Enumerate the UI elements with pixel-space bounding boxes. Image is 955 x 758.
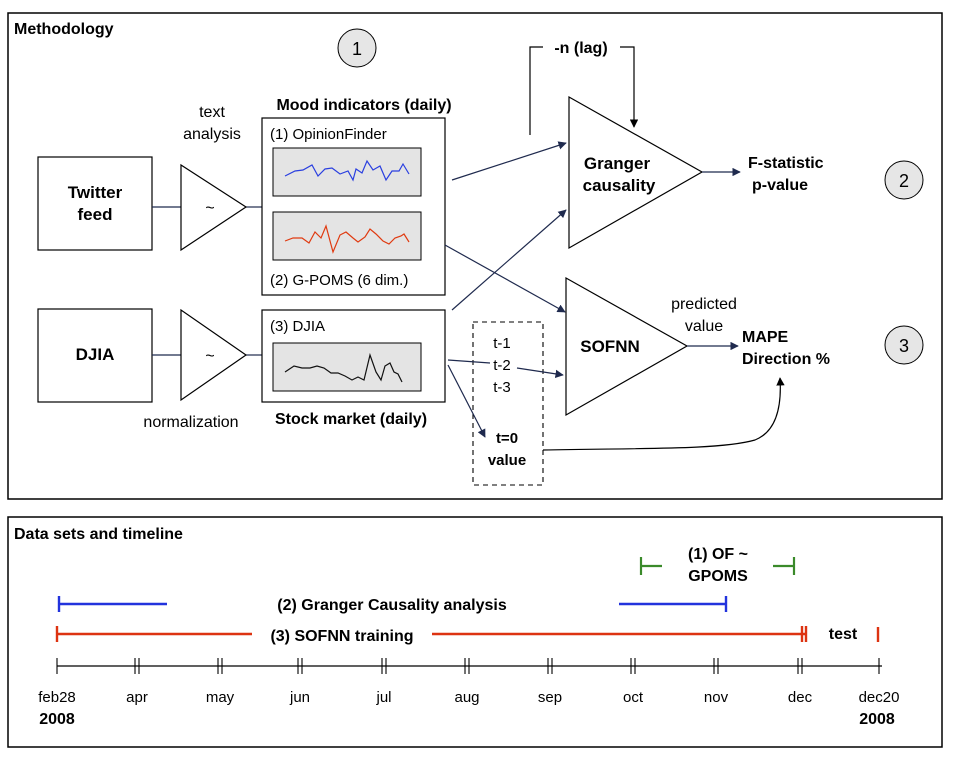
methodology-title: Methodology	[14, 21, 114, 38]
predicted-value-label: value	[685, 318, 723, 335]
normalization-label: normalization	[143, 414, 238, 431]
sofnn-block: SOFNN	[565, 276, 689, 417]
svg-text:2: 2	[899, 171, 909, 191]
lag-t2: t-2	[493, 357, 511, 374]
p-value-label: p-value	[752, 177, 808, 194]
svg-text:1: 1	[352, 39, 362, 59]
mood-to-sofnn-arrow	[444, 244, 566, 313]
mape-label: MAPE	[742, 329, 789, 346]
svg-text:3: 3	[899, 336, 909, 356]
tick-label-feb28: feb28	[38, 689, 76, 706]
stock-market-title: Stock market (daily)	[275, 411, 427, 428]
svg-text:Twitter: Twitter	[68, 183, 123, 202]
djia-series-box: (3) DJIA	[261, 309, 446, 403]
timeline-title: Data sets and timeline	[14, 526, 183, 543]
step-3-marker: 3	[884, 325, 924, 365]
djia-sparkline	[272, 342, 422, 392]
test-label: test	[829, 626, 858, 643]
svg-text:SOFNN: SOFNN	[580, 337, 640, 356]
gpoms-series	[284, 224, 410, 254]
gpoms-sparkline	[272, 211, 422, 261]
svg-text:causality: causality	[583, 176, 656, 195]
timeline-panel: Data sets and timeline (1) OF ~ GPOMS (2…	[7, 516, 943, 748]
f-statistic-label: F-statistic	[748, 155, 824, 172]
opinionfinder-series	[284, 159, 410, 182]
tick-label-sep: sep	[538, 689, 562, 706]
timeline-ticks	[56, 658, 880, 674]
lag-inputs-box: t-1 t-2 t-3 t=0 value	[472, 321, 544, 486]
methodology-panel: Methodology 1 2 3 Twitter feed DJIA	[7, 12, 943, 500]
step-2-marker: 2	[884, 160, 924, 200]
djia-series-label: (3) DJIA	[270, 318, 325, 335]
text-analysis-label-2: analysis	[183, 126, 241, 143]
mood-indicators-box: (1) OpinionFinder (2) G-POMS (6 dim.)	[261, 117, 446, 296]
tick-label-jun: jun	[289, 689, 310, 706]
lag-arrow	[620, 46, 639, 128]
text-analysis-amplifier: ~	[180, 163, 248, 252]
timeline-frame	[7, 516, 943, 748]
lag-t1: t-1	[493, 335, 511, 352]
mood-to-granger-arrow	[451, 141, 567, 181]
granger-range	[57, 596, 728, 612]
gpoms-label: (2) G-POMS (6 dim.)	[270, 272, 408, 289]
opinionfinder-label: (1) OpinionFinder	[270, 126, 387, 143]
start-year-label: 2008	[39, 711, 75, 728]
sofnn-range-label: (3) SOFNN training	[270, 628, 413, 645]
of-gpoms-range	[639, 557, 796, 575]
step-1-marker: 1	[337, 28, 377, 68]
normalization-amplifier: ~	[180, 308, 248, 402]
tick-label-jul: jul	[375, 689, 391, 706]
direction-label: Direction %	[742, 351, 830, 368]
text-analysis-label: text	[199, 104, 225, 121]
t0-label: t=0	[496, 430, 518, 447]
mood-indicators-title: Mood indicators (daily)	[276, 97, 451, 114]
lags-to-sofnn-arrow	[516, 367, 564, 379]
svg-text:DJIA: DJIA	[76, 345, 115, 364]
twitter-feed-box: Twitter feed	[37, 156, 153, 251]
lag-label: -n (lag)	[554, 40, 607, 57]
djia-series-line	[284, 352, 403, 383]
timeline-tick-labels: feb28 apr may jun jul aug sep oct nov de…	[38, 689, 899, 706]
end-year-label: 2008	[859, 711, 895, 728]
granger-causality-block: Granger causality	[568, 95, 704, 250]
tick-label-may: may	[206, 689, 235, 706]
djia-to-granger-arrow	[451, 209, 567, 311]
opinionfinder-sparkline	[272, 147, 422, 197]
of-gpoms-label: (1) OF ~	[688, 546, 748, 563]
lag-t3: t-3	[493, 379, 511, 396]
of-gpoms-label-2: GPOMS	[688, 568, 748, 585]
sofnn-range	[55, 626, 808, 642]
djia-to-t0-arrow	[447, 364, 486, 438]
svg-text:~: ~	[205, 348, 214, 365]
svg-text:~: ~	[205, 200, 214, 217]
tick-label-aug: aug	[454, 689, 479, 706]
tick-label-dec20: dec20	[859, 689, 900, 706]
lag-bracket	[529, 46, 543, 135]
tick-label-dec: dec	[788, 689, 813, 706]
tick-label-nov: nov	[704, 689, 729, 706]
tick-label-oct: oct	[623, 689, 644, 706]
djia-input-box: DJIA	[37, 308, 153, 403]
predicted-label: predicted	[671, 296, 737, 313]
djia-to-lags-arrow	[447, 359, 491, 364]
granger-range-label: (2) Granger Causality analysis	[277, 597, 507, 614]
svg-text:Granger: Granger	[584, 154, 651, 173]
t0-value-label: value	[488, 452, 526, 469]
tick-label-apr: apr	[126, 689, 148, 706]
t0-to-mape-arrow	[542, 377, 785, 451]
svg-text:feed: feed	[78, 205, 113, 224]
